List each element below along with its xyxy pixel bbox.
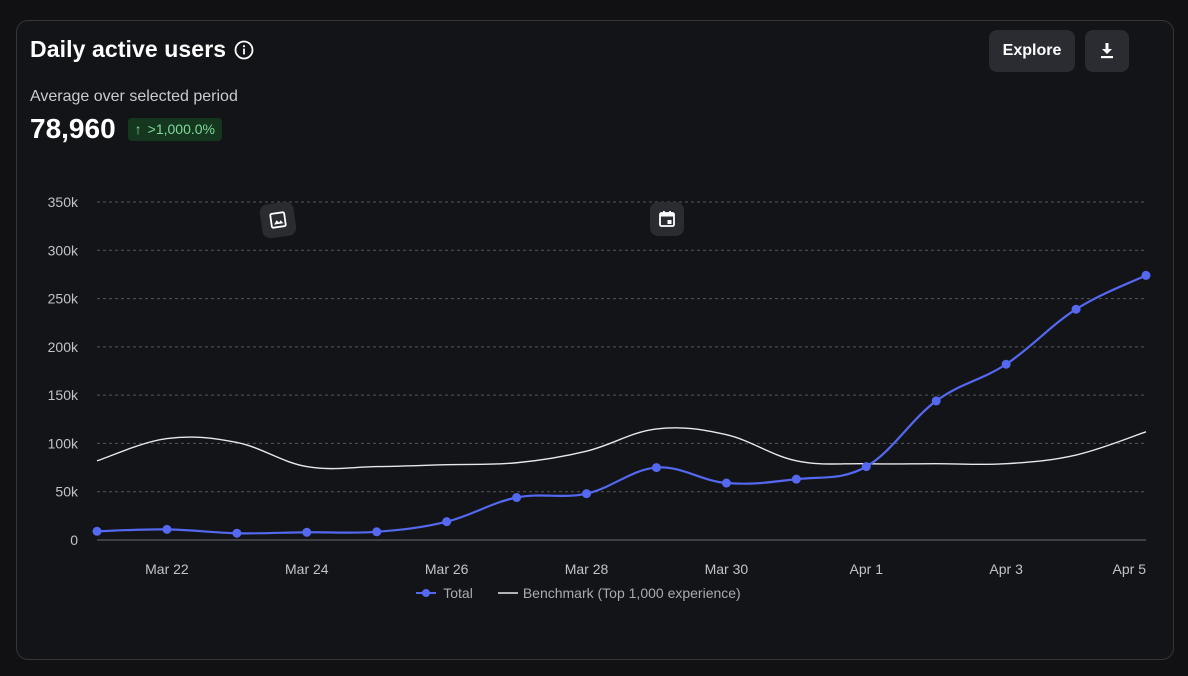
y-tick-label: 350k [48, 194, 79, 210]
x-tick-label: Mar 28 [565, 561, 609, 577]
change-badge: ↑ >1,000.0% [127, 117, 222, 141]
data-point-total [512, 493, 522, 503]
x-tick-label: Mar 26 [425, 561, 469, 577]
data-point-total [931, 396, 941, 406]
line-chart: 0 50k 100k 150k 200k 250k 300k 350k Mar 22 Mar 24… [48, 194, 1151, 577]
data-point-total [1071, 304, 1081, 314]
data-point-total [791, 474, 801, 484]
x-tick-label: Mar 22 [145, 561, 189, 577]
card-header: Daily active users [30, 36, 254, 63]
x-tick-label: Apr 5 [1113, 561, 1147, 577]
data-point-total [651, 463, 661, 473]
data-point-total [721, 478, 731, 488]
legend-marker-total [416, 589, 437, 597]
y-tick-label: 200k [48, 339, 79, 355]
legend-marker-benchmark [497, 592, 518, 594]
chart-title: Daily active users [30, 36, 227, 62]
y-tick-label: 100k [48, 435, 79, 451]
change-value: >1,000.0% [147, 121, 215, 137]
data-point-total [372, 527, 382, 537]
explore-button[interactable]: Explore [989, 30, 1075, 72]
series-line-benchmark [96, 427, 1147, 470]
chart-legend: Total Benchmark (Top 1,000 experience) [0, 585, 1172, 601]
legend-label-benchmark: Benchmark (Top 1,000 experience) [522, 585, 741, 601]
legend-item-benchmark[interactable]: Benchmark (Top 1,000 experience) [497, 585, 741, 601]
data-point-total [232, 528, 242, 538]
y-tick-label: 0 [70, 532, 78, 548]
explore-button-label: Explore [1002, 42, 1062, 59]
summary-subtitle: Average over selected period [30, 88, 238, 105]
data-point-total [1001, 359, 1011, 369]
average-value: 78,960 [30, 113, 116, 144]
legend-label-total: Total [443, 585, 473, 601]
data-point-total [1141, 270, 1151, 280]
x-tick-label: Mar 30 [705, 561, 749, 577]
x-tick-label: Apr 3 [989, 561, 1023, 577]
data-point-total [302, 527, 312, 537]
y-tick-label: 150k [48, 387, 79, 403]
data-point-total [861, 462, 871, 472]
legend-item-total[interactable]: Total [415, 585, 473, 601]
image-annotation-button[interactable] [258, 200, 298, 240]
summary-row: 78,960 ↑ >1,000.0% [30, 113, 222, 145]
calendar-icon [658, 210, 676, 228]
info-icon[interactable] [234, 40, 254, 60]
y-tick-label: 300k [48, 242, 79, 258]
x-tick-label: Apr 1 [850, 561, 884, 577]
data-point-total [582, 489, 592, 499]
image-icon [268, 210, 288, 230]
series-line-total [96, 274, 1147, 535]
arrow-up-icon: ↑ [134, 121, 142, 137]
data-point-total [92, 526, 102, 536]
y-tick-label: 250k [48, 291, 79, 307]
calendar-annotation-button[interactable] [650, 202, 684, 236]
download-button[interactable] [1085, 30, 1129, 72]
download-icon [1099, 42, 1115, 60]
data-point-total [442, 517, 452, 527]
y-tick-label: 50k [55, 484, 79, 500]
data-point-total [162, 524, 172, 534]
x-tick-label: Mar 24 [285, 561, 329, 577]
